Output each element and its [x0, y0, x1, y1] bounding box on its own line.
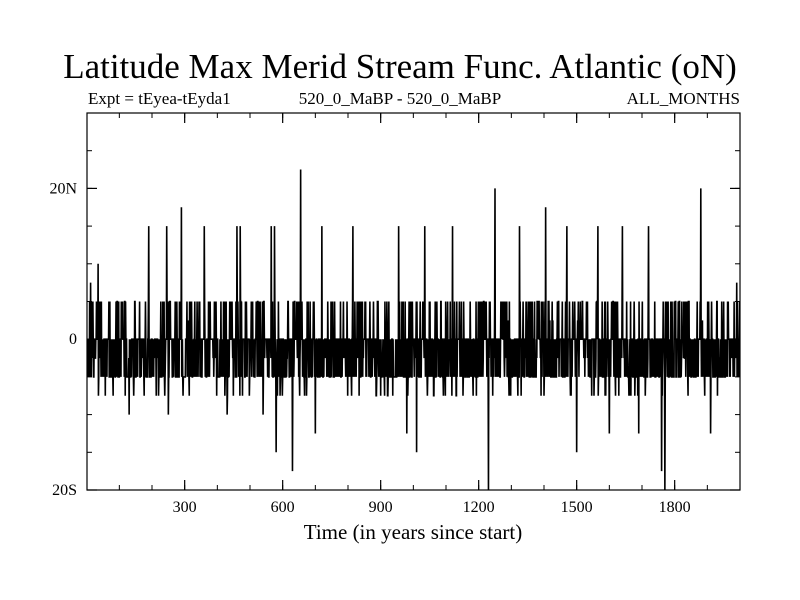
y-tick-label: 20S — [52, 482, 77, 499]
x-tick-label: 1800 — [659, 499, 691, 516]
y-tick-label: 0 — [69, 331, 77, 348]
y-tick-label: 20N — [49, 180, 77, 197]
x-tick-label: 900 — [369, 499, 393, 516]
experiment-label: Expt = tEyea-tEyda1 — [88, 89, 231, 108]
data-series-line — [87, 169, 740, 490]
x-tick-label: 1500 — [561, 499, 593, 516]
x-tick-label: 300 — [173, 499, 197, 516]
x-tick-label: 600 — [271, 499, 295, 516]
x-axis-title: Time (in years since start) — [304, 520, 523, 544]
months-label: ALL_MONTHS — [626, 89, 740, 108]
x-tick-label: 1200 — [463, 499, 495, 516]
period-label: 520_0_MaBP - 520_0_MaBP — [298, 89, 502, 108]
chart-title: Latitude Max Merid Stream Func. Atlantic… — [63, 47, 737, 86]
